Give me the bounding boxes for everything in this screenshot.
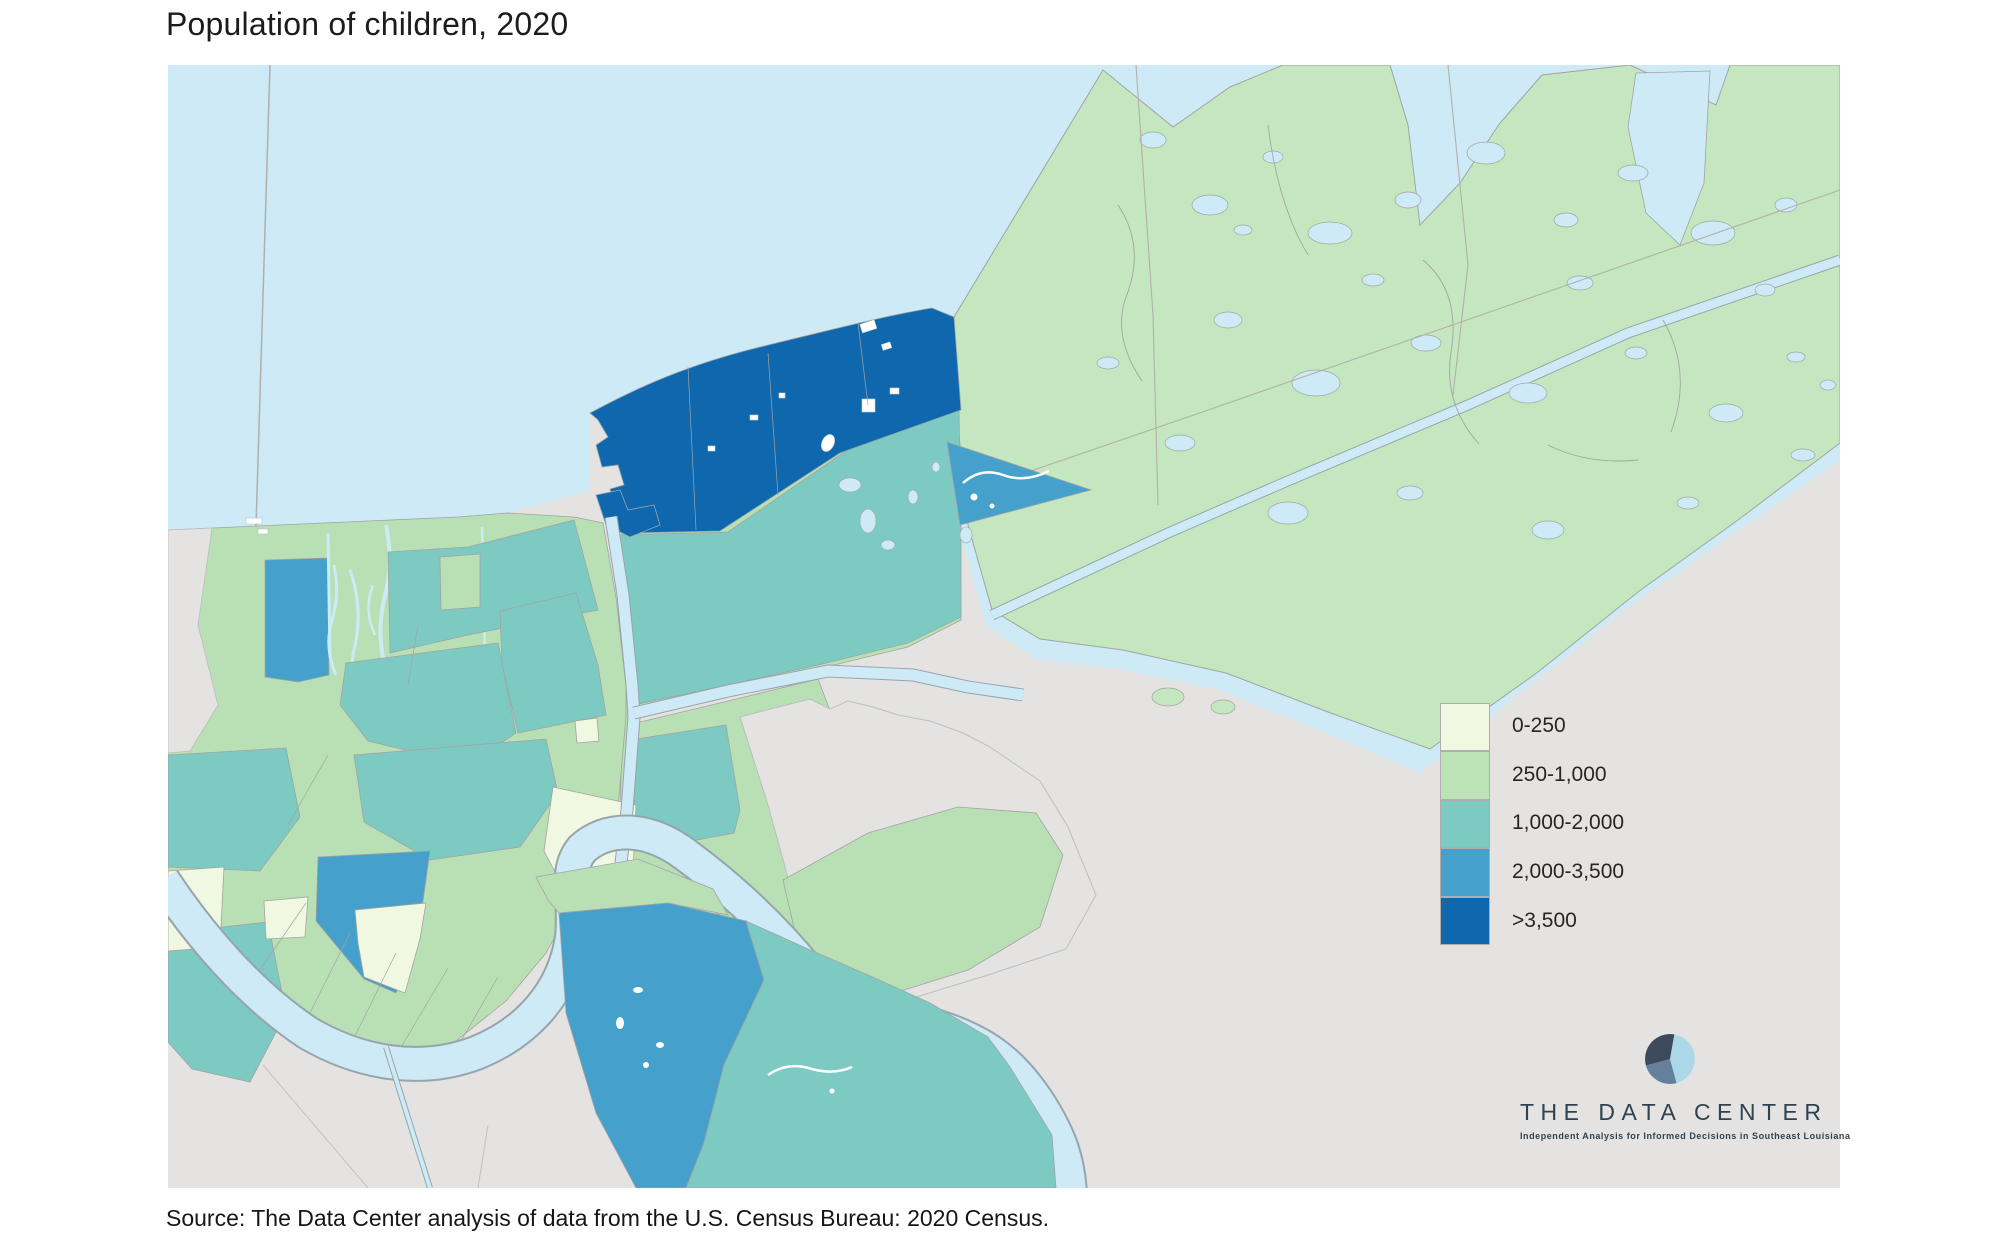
region-west-end	[264, 557, 330, 683]
legend-label: 250-1,000	[1512, 762, 1607, 786]
westbank-lines	[262, 1046, 489, 1188]
legend-swatch	[1440, 848, 1490, 897]
marina-shapes	[245, 517, 269, 535]
logo-pie-icon	[1645, 1034, 1695, 1084]
legend-label: 1,000-2,000	[1512, 811, 1625, 835]
marsh-ponds	[1042, 131, 1837, 540]
legend-label: >3,500	[1512, 908, 1577, 932]
legend-item: 0-250	[1440, 702, 1624, 752]
region-jefferson-wedge	[168, 527, 219, 754]
teal-strip-ponds	[838, 461, 973, 551]
choropleth-map	[168, 65, 1840, 1188]
neighborhood-borders	[259, 322, 869, 1054]
page-title: Population of children, 2020	[166, 6, 569, 42]
water-pocket	[1627, 70, 1711, 246]
source-note: Source: The Data Center analysis of data…	[166, 1205, 1049, 1231]
causeway-bridge	[255, 65, 271, 528]
legend-item: 1,000-2,000	[1440, 799, 1625, 849]
canal-giww	[632, 664, 1024, 720]
marsh-roads	[960, 65, 1840, 506]
legend-item: >3,500	[1440, 896, 1624, 946]
map-legend: 0-250 250-1,000 1,000-2,000 2,000-3,500 …	[1440, 702, 1625, 946]
legend-swatch	[1440, 896, 1490, 946]
region-village-de-lest	[946, 441, 1093, 526]
region-algiers-teal	[685, 920, 1057, 1188]
fringe-islands	[1151, 687, 1236, 715]
logo-name: THE DATA CENTER	[1520, 1099, 1828, 1125]
legend-swatch	[1440, 702, 1490, 752]
region-east-marsh	[953, 65, 1840, 750]
legend-label: 2,000-3,500	[1512, 860, 1625, 884]
legend-swatch	[1440, 799, 1490, 849]
map-canvas	[168, 65, 1840, 1188]
data-center-logo: THE DATA CENTER Independent Analysis for…	[1520, 1033, 1851, 1141]
region-st-anthony-green	[439, 553, 481, 611]
legend-label: 0-250	[1512, 714, 1566, 738]
region-algiers-green-sliver	[535, 858, 729, 916]
lakefront-airport-shapes	[707, 319, 900, 452]
legend-item: 250-1,000	[1440, 751, 1624, 800]
logo-tagline: Independent Analysis for Informed Decisi…	[1520, 1131, 1851, 1141]
marsh-bayous	[1117, 124, 1681, 462]
legend-item: 2,000-3,500	[1440, 848, 1624, 897]
legend-swatch	[1440, 751, 1490, 800]
teal-neighborhoods	[168, 592, 741, 1083]
